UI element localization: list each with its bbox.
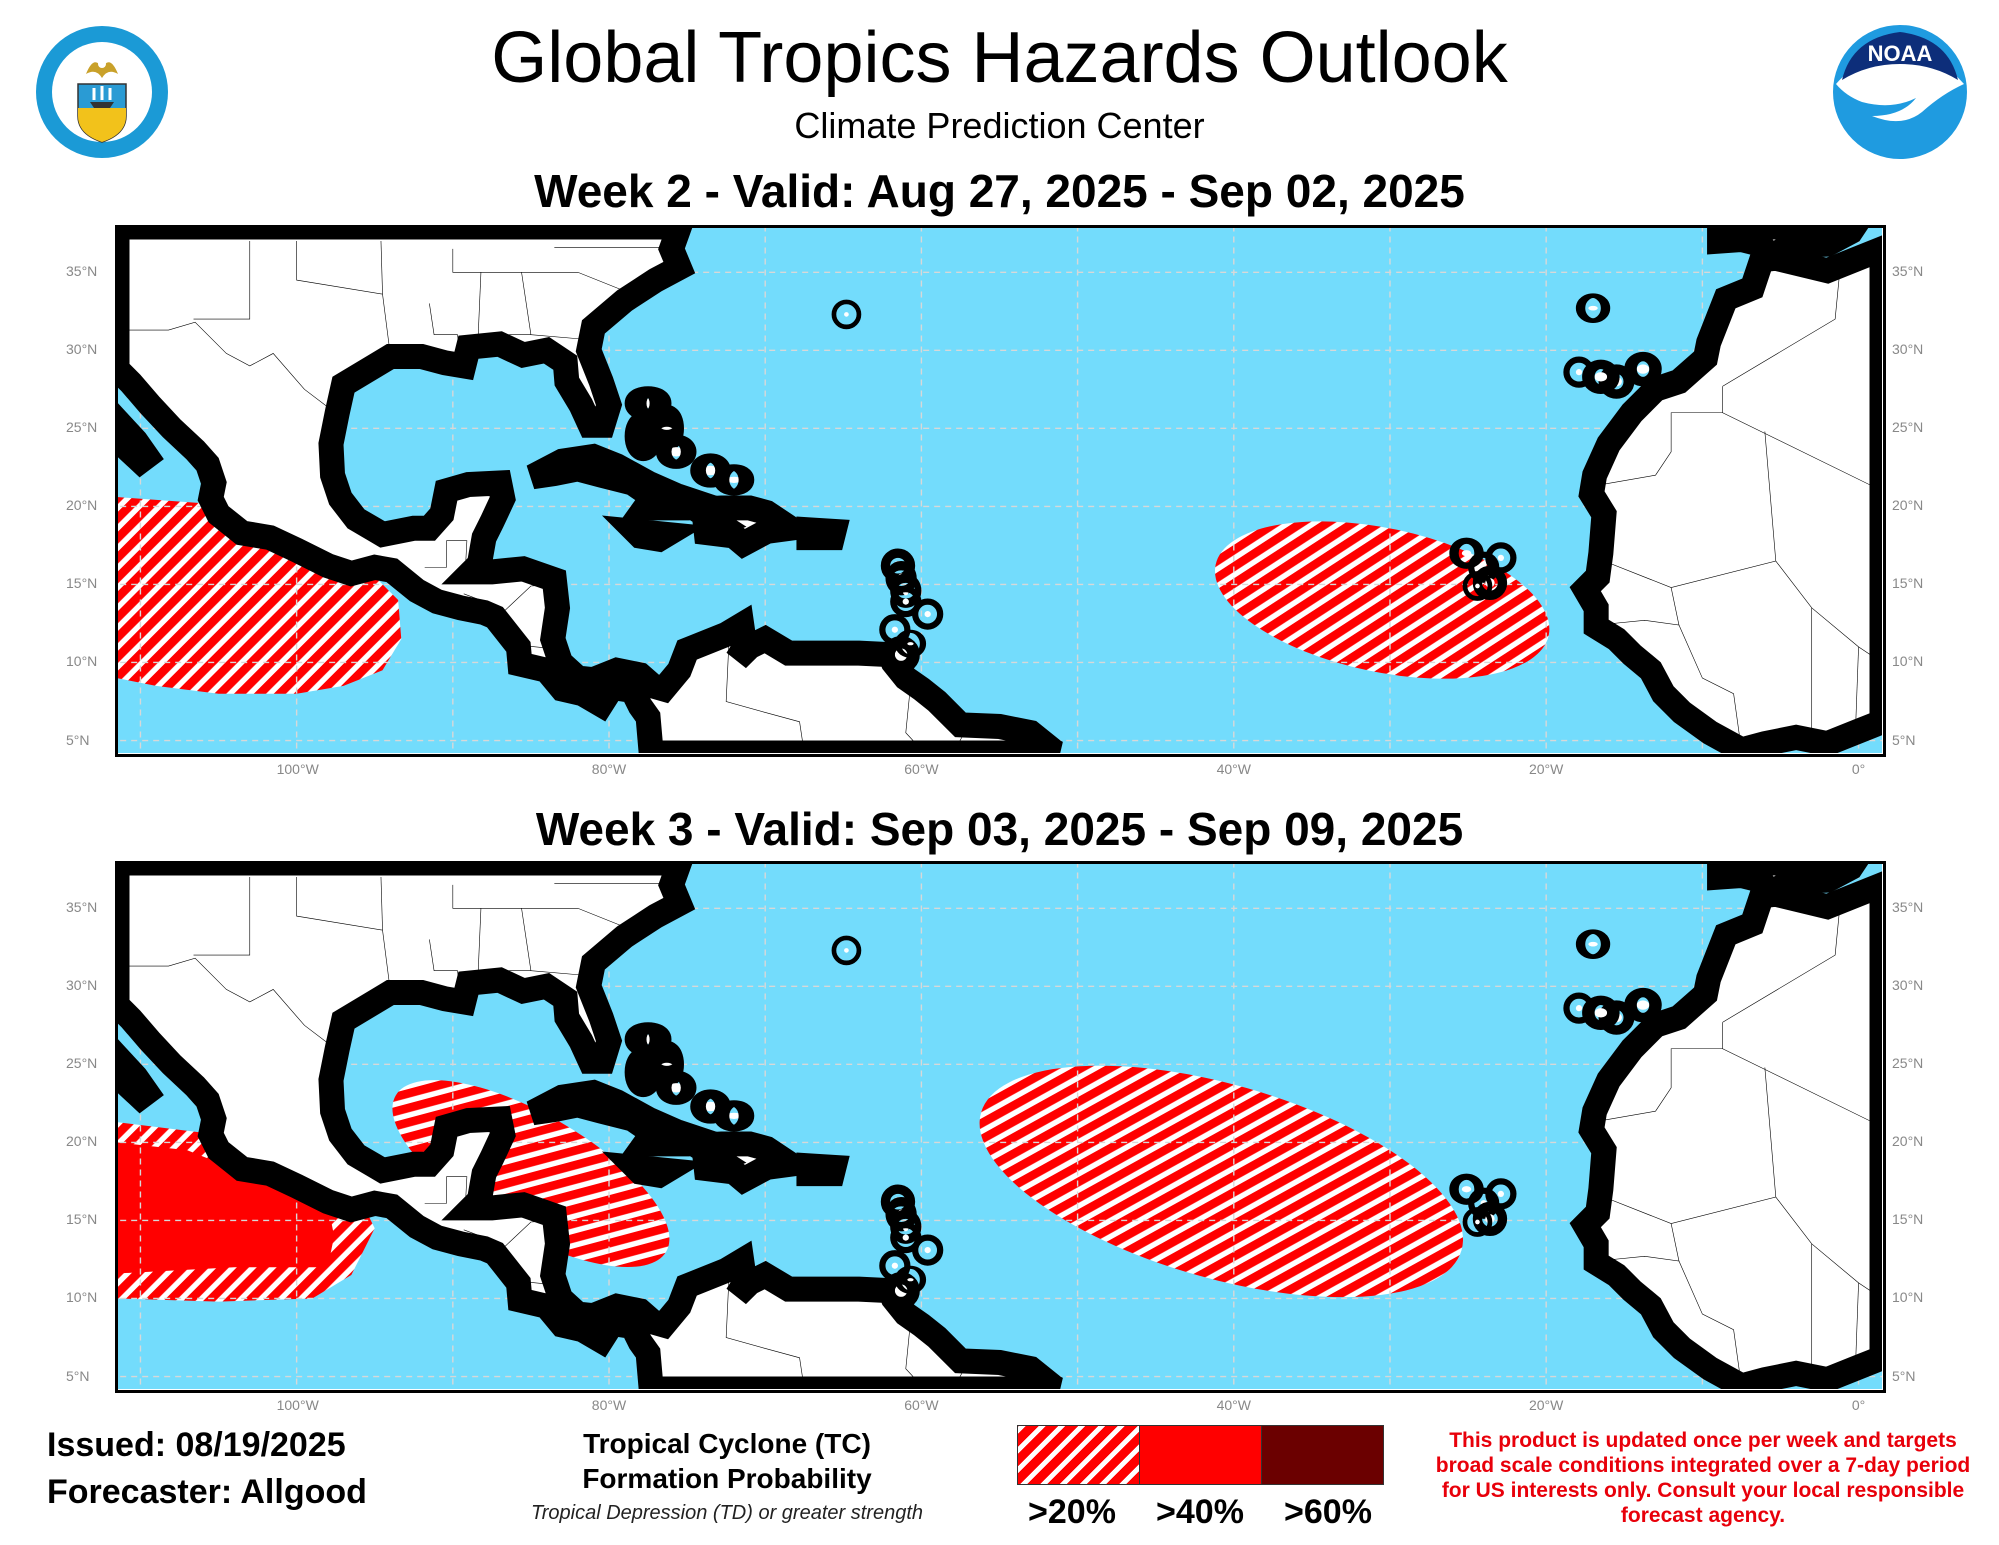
hazard-tc-20pct-east-pacific (117, 497, 402, 694)
week2-lat-label-right: 30°N (1892, 341, 1924, 358)
legend-swatch-40pct (1139, 1425, 1262, 1485)
week3-lat-label-left: 35°N (66, 899, 98, 916)
week3-lat-label-left: 10°N (66, 1289, 98, 1306)
week2-lon-label: 100°W (276, 761, 319, 777)
week2-lat-label-left: 25°N (66, 419, 98, 436)
week3-lon-label: 60°W (904, 1397, 939, 1413)
issued-date: Issued: 08/19/2025 (47, 1426, 346, 1464)
week3-lon-label: 100°W (276, 1397, 319, 1413)
week3-lat-label-left: 15°N (66, 1211, 98, 1228)
hazard-tc-40pct-east-pacific (117, 1142, 335, 1274)
week2-lon-label: 20°W (1528, 761, 1564, 777)
week3-lat-label-left: 20°N (66, 1133, 98, 1150)
week2-lat-label-right: 20°N (1892, 497, 1924, 514)
week2-lat-label-right: 10°N (1892, 653, 1924, 670)
week3-lon-label: 40°W (1216, 1397, 1251, 1413)
week2-lon-label: 80°W (591, 761, 627, 777)
legend-subtitle: Tropical Depression (TD) or greater stre… (531, 1502, 923, 1524)
week3-lat-label-right: 35°N (1892, 899, 1924, 916)
legend-label-40pct: >40% (1156, 1493, 1244, 1531)
week3-lat-label-right: 10°N (1892, 1289, 1924, 1306)
legend-title-line1: Tropical Cyclone (TC) (583, 1428, 871, 1459)
legend-swatch-20pct (1017, 1425, 1140, 1485)
week3-map-title: Week 3 - Valid: Sep 03, 2025 - Sep 09, 2… (535, 803, 1464, 855)
week3-lat-label-right: 25°N (1892, 1055, 1924, 1072)
week2-lat-label-left: 5°N (66, 731, 90, 748)
week2-map (117, 227, 1882, 753)
legend-label-20pct: >20% (1028, 1493, 1116, 1531)
week3-lat-label-right: 20°N (1892, 1133, 1924, 1150)
week3-lat-label-right: 5°N (1892, 1367, 1916, 1384)
week2-lon-label: 40°W (1216, 761, 1251, 777)
legend-swatch-60pct (1261, 1425, 1384, 1485)
forecaster: Forecaster: Allgood (47, 1473, 367, 1511)
week2-lat-label-left: 10°N (66, 653, 98, 670)
week3-lat-label-right: 15°N (1892, 1211, 1924, 1228)
week2-lat-label-right: 25°N (1892, 419, 1924, 436)
noaa-logo: NOAA (1832, 24, 1968, 160)
week2-lat-label-right: 35°N (1892, 263, 1924, 280)
week2-lon-label: 60°W (904, 761, 939, 777)
week3-lat-label-right: 30°N (1892, 977, 1924, 994)
disclaimer-text: This product is updated once per week an… (1435, 1429, 1971, 1527)
legend-title-line2: Formation Probability (582, 1463, 872, 1494)
legend-label-60pct: >60% (1284, 1493, 1372, 1531)
week3-lon-label: 20°W (1528, 1397, 1564, 1413)
week2-map-title: Week 2 - Valid: Aug 27, 2025 - Sep 02, 2… (534, 165, 1465, 217)
week2-lat-label-left: 20°N (66, 497, 98, 514)
week2-lat-label-left: 30°N (66, 341, 98, 358)
page-title: Global Tropics Hazards Outlook (491, 18, 1508, 98)
week3-lon-label: 0° (1851, 1397, 1866, 1413)
week2-lat-label-right: 5°N (1892, 731, 1916, 748)
noaa-logo-text: NOAA (1868, 41, 1933, 66)
week2-lon-label: 0° (1851, 761, 1866, 777)
department-of-commerce-seal (34, 24, 170, 160)
week2-lat-label-left: 35°N (66, 263, 98, 280)
week2-lat-label-left: 15°N (66, 575, 98, 592)
week3-lat-label-left: 25°N (66, 1055, 98, 1072)
hazard-tc-20pct-main-development-region (979, 1065, 1464, 1298)
week3-lat-label-left: 5°N (66, 1367, 90, 1384)
hazard-tc-20pct-east-atlantic (1214, 521, 1550, 679)
week3-map (117, 863, 1882, 1389)
week3-lat-label-left: 30°N (66, 977, 98, 994)
week3-lon-label: 80°W (591, 1397, 627, 1413)
week2-lat-label-right: 15°N (1892, 575, 1924, 592)
page-subtitle: Climate Prediction Center (794, 105, 1205, 146)
